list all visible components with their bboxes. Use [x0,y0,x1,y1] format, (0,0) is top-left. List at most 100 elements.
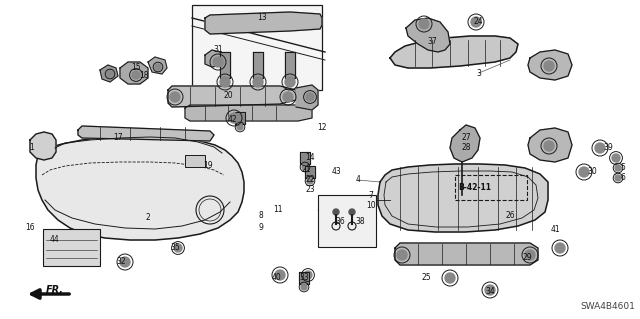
Text: B-42-11: B-42-11 [458,183,491,192]
Text: 41: 41 [550,226,560,234]
Text: 23: 23 [305,186,315,195]
FancyBboxPatch shape [185,155,205,167]
Polygon shape [378,164,548,232]
Circle shape [170,92,180,102]
Polygon shape [390,36,518,68]
Circle shape [307,178,313,184]
Circle shape [397,250,407,260]
Circle shape [304,271,312,279]
Circle shape [283,92,293,102]
Polygon shape [30,132,56,160]
Circle shape [544,61,554,71]
Circle shape [275,270,285,280]
Text: 42: 42 [227,115,237,124]
Circle shape [615,165,621,171]
Circle shape [333,209,339,215]
Circle shape [155,64,161,70]
Text: 33: 33 [299,273,309,283]
Text: 29: 29 [522,254,532,263]
Circle shape [595,143,605,153]
Text: 9: 9 [259,222,264,232]
Text: 35: 35 [170,243,180,253]
Text: 1: 1 [29,144,35,152]
Circle shape [471,17,481,27]
Circle shape [107,71,113,77]
Circle shape [445,273,455,283]
Circle shape [285,77,295,87]
Text: 21: 21 [301,166,311,174]
Text: 12: 12 [317,123,327,132]
Text: 10: 10 [366,202,376,211]
Circle shape [302,164,308,170]
Polygon shape [78,126,214,141]
Circle shape [579,167,589,177]
Circle shape [220,77,230,87]
Text: 44: 44 [50,235,60,244]
Polygon shape [305,166,315,178]
Polygon shape [205,12,322,34]
Text: 22: 22 [305,175,315,184]
Text: 40: 40 [271,273,281,283]
Text: 18: 18 [140,70,148,79]
Text: 28: 28 [461,144,471,152]
Text: 8: 8 [259,211,264,220]
Circle shape [237,124,243,130]
Circle shape [132,71,140,79]
Text: 17: 17 [113,133,123,143]
Circle shape [612,154,620,162]
Text: 38: 38 [355,218,365,226]
Text: 2: 2 [146,213,150,222]
Circle shape [174,244,182,252]
Polygon shape [296,85,318,110]
Text: 19: 19 [203,160,213,169]
Text: 6: 6 [621,174,625,182]
Text: 16: 16 [25,224,35,233]
Circle shape [555,243,565,253]
Text: 14: 14 [305,153,315,162]
Text: 39: 39 [603,144,613,152]
Polygon shape [220,52,230,78]
Text: 43: 43 [331,167,341,176]
Text: 34: 34 [485,287,495,296]
Text: SWA4B4601: SWA4B4601 [580,302,635,311]
Polygon shape [528,50,572,80]
FancyBboxPatch shape [43,229,100,266]
Circle shape [301,284,307,290]
Text: 15: 15 [131,63,141,72]
Polygon shape [120,62,148,84]
Polygon shape [185,105,312,121]
Polygon shape [395,243,538,265]
Circle shape [544,141,554,151]
Circle shape [120,257,130,267]
Text: 7: 7 [369,190,373,199]
Circle shape [213,57,223,67]
Circle shape [349,209,355,215]
FancyBboxPatch shape [192,5,322,90]
Text: 25: 25 [421,273,431,283]
Polygon shape [299,272,309,284]
Text: 31: 31 [213,46,223,55]
Polygon shape [235,112,245,124]
Text: 11: 11 [273,205,283,214]
Polygon shape [300,152,310,164]
Polygon shape [406,18,450,52]
Text: 13: 13 [257,13,267,23]
Polygon shape [253,52,263,78]
Circle shape [229,113,239,123]
Text: 37: 37 [427,38,437,47]
Polygon shape [205,50,225,67]
Circle shape [525,250,535,260]
Text: 3: 3 [477,69,481,78]
Text: 24: 24 [473,18,483,26]
Text: 20: 20 [223,91,233,100]
Circle shape [253,77,263,87]
Polygon shape [168,86,296,107]
Polygon shape [100,65,118,82]
Text: 4: 4 [356,175,360,184]
Polygon shape [36,136,244,240]
Polygon shape [450,125,480,162]
Circle shape [485,285,495,295]
FancyBboxPatch shape [318,195,376,247]
Text: 30: 30 [587,167,597,176]
Circle shape [306,93,314,101]
